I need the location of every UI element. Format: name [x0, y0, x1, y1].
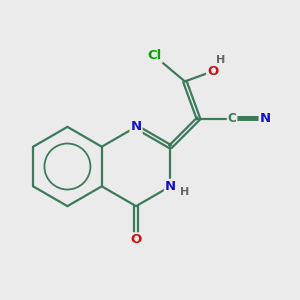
Text: N: N — [260, 112, 271, 125]
Text: O: O — [207, 65, 218, 78]
Text: C: C — [228, 112, 236, 125]
Text: Cl: Cl — [147, 50, 162, 62]
Text: N: N — [165, 180, 176, 193]
Text: O: O — [130, 233, 142, 246]
Text: H: H — [180, 187, 189, 197]
Text: N: N — [130, 120, 142, 134]
Text: H: H — [216, 55, 226, 65]
